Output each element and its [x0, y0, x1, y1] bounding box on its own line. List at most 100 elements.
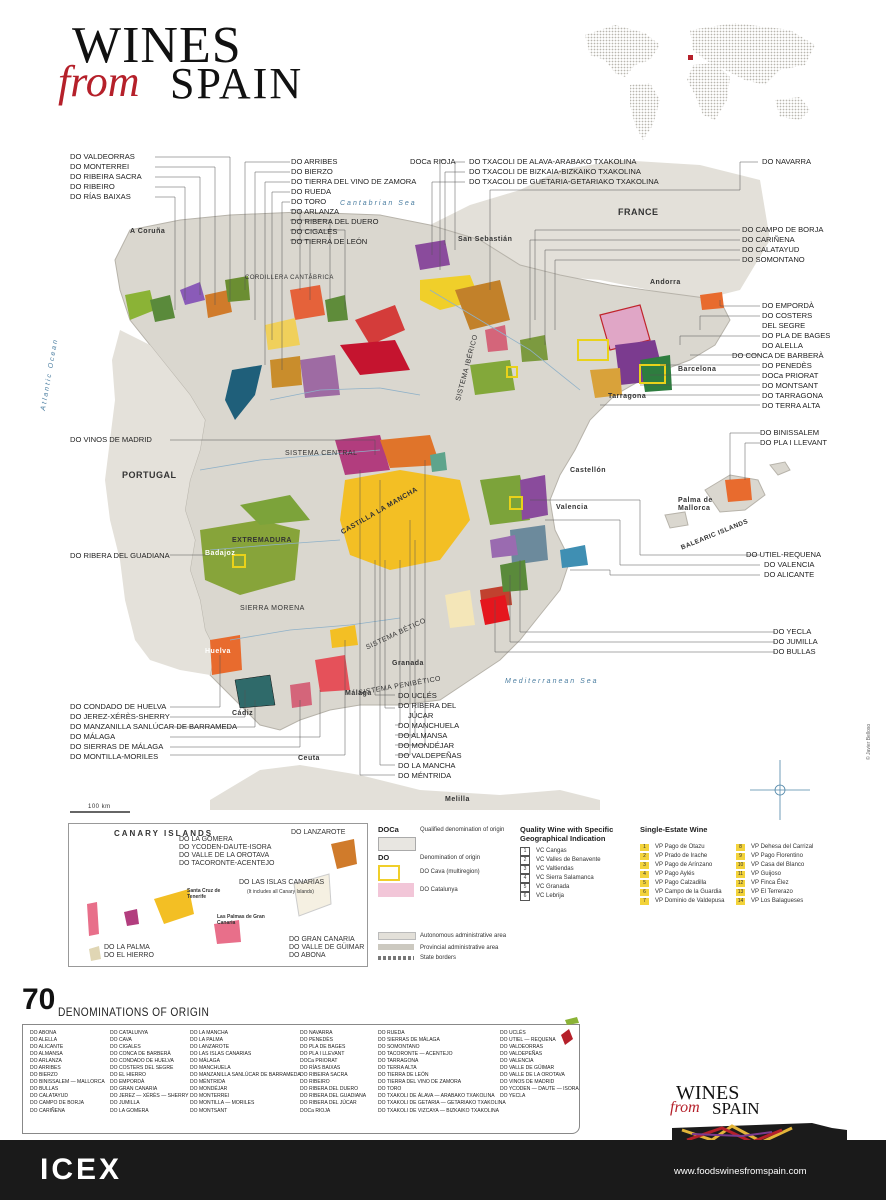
- label-ribera-duero[interactable]: DO RIBERA DEL DUERO: [291, 217, 379, 226]
- label-pla-llevant[interactable]: DO PLA I LLEVANT: [760, 438, 827, 447]
- label-penedes[interactable]: DO PENEDÈS: [762, 361, 812, 370]
- label-txacoli-getaria[interactable]: DO TXACOLI DE GUETARIA-GETARIAKO TXAKOLI…: [469, 177, 659, 186]
- label-pla-bages[interactable]: DO PLA DE BAGES: [762, 331, 831, 340]
- legend-vc-list: 1 VC Cangas 2 VC Valles de Benavente 3 VC Val…: [520, 847, 601, 901]
- canary-tacoronte[interactable]: DO TACORONTE-ACENTEJO: [179, 860, 275, 867]
- label-mondejar[interactable]: DO MONDÉJAR: [398, 741, 455, 750]
- legend-prov-text: Provincial administrative area: [420, 945, 499, 951]
- place-sistema-central: SISTEMA CENTRAL: [285, 450, 358, 457]
- label-vinos-madrid[interactable]: DO VINOS DE MADRID: [70, 435, 152, 444]
- denomination-item: DO PLA DE BAGES: [300, 1044, 346, 1051]
- canary-guimar[interactable]: DO VALLE DE GÜIMAR: [289, 944, 365, 951]
- label-ribeiro[interactable]: DO RIBEIRO: [70, 182, 115, 191]
- label-alella[interactable]: DO ALELLA: [762, 341, 803, 350]
- label-almansa[interactable]: DO ALMANSA: [398, 731, 448, 740]
- legend-vc-item: 1 VC Cangas: [520, 847, 601, 856]
- label-valencia[interactable]: DO VALENCIA: [764, 560, 815, 569]
- canary-gomera[interactable]: DO LA GOMERA: [179, 836, 233, 843]
- legend-vp-number: 14: [736, 898, 745, 905]
- label-binissalem[interactable]: DO BINISSALEM: [760, 428, 820, 437]
- denomination-item: DOCa RIOJA: [300, 1107, 331, 1114]
- denomination-item: DO MANZANILLA SANLÚCAR DE BARRAMEDA: [190, 1072, 301, 1079]
- label-ribera-jucar-1[interactable]: DO RIBERA DEL: [398, 701, 457, 710]
- label-toro[interactable]: DO TORO: [291, 197, 327, 206]
- canary-ycoden[interactable]: DO YCODEN-DAUTE-ISORA: [179, 844, 272, 851]
- label-costers[interactable]: DO COSTERS: [762, 311, 813, 320]
- legend-vp-label: VP Finca Élez: [751, 880, 789, 886]
- label-manzanilla[interactable]: DO MANZANILLA SANLÚCAR DE BARRAMEDA: [70, 722, 238, 731]
- place-tarragona: Tarragona: [608, 393, 647, 400]
- label-rueda[interactable]: DO RUEDA: [291, 187, 332, 196]
- label-alicante[interactable]: DO ALICANTE: [764, 570, 815, 579]
- label-bullas[interactable]: DO BULLAS: [773, 647, 816, 656]
- legend-vp-number: 12: [736, 880, 745, 887]
- legend-vc-number: 1: [520, 847, 530, 856]
- label-monterrei[interactable]: DO MONTERREI: [70, 162, 130, 171]
- website-link[interactable]: www.foodswinesfromspain.com: [674, 1166, 807, 1177]
- label-txacoli-alava[interactable]: DO TXACOLI DE ALAVA-ARABAKO TXAKOLINA: [469, 157, 637, 166]
- canary-la-palma[interactable]: DO LA PALMA: [104, 944, 150, 951]
- label-arribes[interactable]: DO ARRIBES: [291, 157, 338, 166]
- label-tierra-leon[interactable]: DO TIERRA DE LEÓN: [291, 237, 368, 246]
- canary-lanzarote[interactable]: DO LANZAROTE: [291, 829, 346, 836]
- legend-do-keys: DOCa Qualified denomination of origin DO…: [378, 825, 513, 965]
- legend-vp-number: 5: [640, 880, 649, 887]
- label-del-segre[interactable]: DEL SEGRE: [762, 321, 806, 330]
- denomination-item: DO ARLANZA: [30, 1058, 62, 1065]
- map-scale: 100 km: [88, 804, 111, 810]
- label-ucles[interactable]: DO UCLÉS: [398, 691, 437, 700]
- label-valdepenas[interactable]: DO VALDEPEÑAS: [398, 751, 462, 760]
- label-carinena[interactable]: DO CARIÑENA: [742, 235, 795, 244]
- label-sierras-malaga[interactable]: DO SIERRAS DE MÁLAGA: [70, 742, 164, 751]
- label-jumilla[interactable]: DO JUMILLA: [773, 637, 818, 646]
- denomination-item: DO RÍAS BAIXAS: [300, 1065, 341, 1072]
- label-malaga[interactable]: DO MÁLAGA: [70, 732, 116, 741]
- label-yecla[interactable]: DO YECLA: [773, 627, 812, 636]
- label-utiel-requena[interactable]: DO UTIEL-REQUENA: [746, 550, 822, 559]
- world-dot-map: [585, 23, 815, 140]
- legend-vc-item: 5 VC Granada: [520, 883, 601, 892]
- label-montilla-moriles[interactable]: DO MONTILLA-MORILES: [70, 752, 159, 761]
- footer-bar: [0, 1140, 886, 1200]
- legend-vp-label: VP Campo de la Guardia: [655, 889, 722, 895]
- label-montsant[interactable]: DO MONTSANT: [762, 381, 819, 390]
- label-ribera-guadiana[interactable]: DO RIBERA DEL GUADIANA: [70, 551, 170, 560]
- denomination-item: DO CATALUNYA: [110, 1030, 149, 1036]
- label-terra-alta[interactable]: DO TERRA ALTA: [762, 401, 821, 410]
- label-rioja[interactable]: DOCa RIOJA: [410, 157, 456, 166]
- label-mentrida[interactable]: DO MÉNTRIDA: [398, 771, 452, 780]
- label-bierzo[interactable]: DO BIERZO: [291, 167, 333, 176]
- icex-logo[interactable]: ICEX: [40, 1153, 123, 1186]
- label-priorat[interactable]: DOCa PRIORAT: [762, 371, 819, 380]
- canary-islas[interactable]: DO LAS ISLAS CANARIAS: [239, 879, 325, 886]
- label-la-mancha[interactable]: DO LA MANCHA: [398, 761, 456, 770]
- denomination-item: DO ABONA: [30, 1030, 57, 1036]
- label-conca-barbera[interactable]: DO CONCA DE BARBERÀ: [732, 351, 824, 360]
- label-valdeorras[interactable]: DO VALDEORRAS: [70, 152, 135, 161]
- legend-vp-number: 2: [640, 853, 649, 860]
- label-ribeira-sacra[interactable]: DO RIBEIRA SACRA: [70, 172, 142, 181]
- label-tarragona[interactable]: DO TARRAGONA: [762, 391, 823, 400]
- label-manchuela[interactable]: DO MANCHUELA: [398, 721, 460, 730]
- canary-gran-canaria[interactable]: DO GRAN CANARIA: [289, 936, 355, 943]
- legend-vp-item: 10 VP Casa del Blanco: [736, 861, 804, 870]
- label-condado-huelva[interactable]: DO CONDADO DE HUELVA: [70, 702, 167, 711]
- canary-abona[interactable]: DO ABONA: [289, 952, 326, 959]
- place-sierra-morena: SIERRA MORENA: [240, 605, 305, 612]
- label-txacoli-bizkaia[interactable]: DO TXACOLI DE BIZKAIA-BIZKAIKO TXAKOLINA: [469, 167, 641, 176]
- legend-doca-text: Qualified denomination of origin: [420, 827, 505, 833]
- canary-el-hierro[interactable]: DO EL HIERRO: [104, 952, 154, 959]
- label-cigales[interactable]: DO CIGALES: [291, 227, 338, 236]
- denomination-item: DO ALELLA: [30, 1037, 58, 1044]
- label-arlanza[interactable]: DO ARLANZA: [291, 207, 340, 216]
- label-rias-baixas[interactable]: DO RÍAS BAIXAS: [70, 192, 131, 201]
- label-campo-borja[interactable]: DO CAMPO DE BORJA: [742, 225, 824, 234]
- label-tierra-vino-zamora[interactable]: DO TIERRA DEL VINO DE ZAMORA: [291, 177, 417, 186]
- label-ribera-jucar-2[interactable]: JÚCAR: [408, 711, 434, 720]
- label-somontano[interactable]: DO SOMONTANO: [742, 255, 805, 264]
- label-emporda[interactable]: DO EMPORDÀ: [762, 301, 814, 310]
- label-jerez[interactable]: DO JEREZ-XÉRÈS-SHERRY: [70, 712, 170, 721]
- label-calatayud[interactable]: DO CALATAYUD: [742, 245, 800, 254]
- label-navarra[interactable]: DO NAVARRA: [762, 157, 812, 166]
- canary-orotava[interactable]: DO VALLE DE LA OROTAVA: [179, 852, 270, 859]
